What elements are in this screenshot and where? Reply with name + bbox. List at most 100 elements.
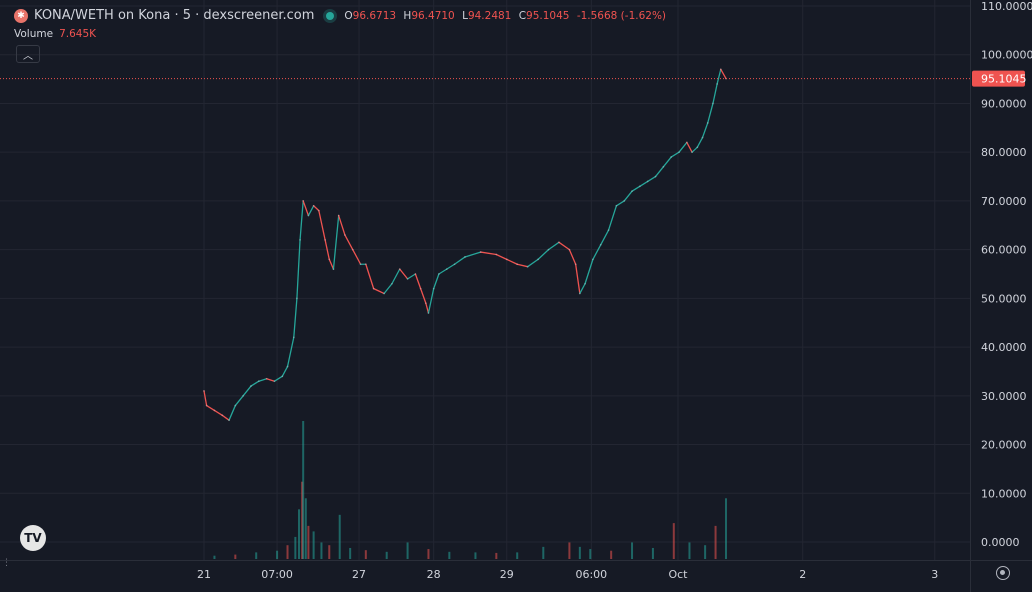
y-tick-label: 30.0000 <box>981 390 1027 403</box>
price-segment <box>250 380 260 387</box>
price-segment <box>691 146 698 153</box>
collapse-legend-button[interactable]: ︿ <box>16 45 40 63</box>
price-segment <box>228 404 236 421</box>
price-point <box>234 404 237 407</box>
price-segment <box>203 390 208 407</box>
price-segment <box>258 378 268 382</box>
price-segment <box>686 141 693 153</box>
open-label: O <box>344 9 353 22</box>
chevron-up-icon: ︿ <box>23 50 33 62</box>
price-segment <box>464 251 482 258</box>
chart-title: KONA/WETH on Kona · 5 · dexscreener.com <box>34 8 315 23</box>
price-segment <box>234 395 244 407</box>
volume-bar <box>725 498 727 559</box>
low-value: 94.2481 <box>467 9 512 22</box>
open-value: 96.6713 <box>352 9 397 22</box>
price-point <box>678 151 680 154</box>
x-tick-label: 28 <box>427 568 441 581</box>
price-segment <box>324 239 330 261</box>
price-point <box>623 200 626 202</box>
price-segment <box>299 200 304 241</box>
price-segment <box>352 248 362 265</box>
price-point <box>505 258 508 261</box>
price-segment <box>372 287 385 295</box>
price-point <box>526 265 529 268</box>
price-point <box>638 185 641 188</box>
price-segment <box>213 409 223 416</box>
y-tick-label: 110.0000 <box>981 0 1032 13</box>
x-tick-label: 07:00 <box>261 568 293 581</box>
price-segment <box>592 244 602 261</box>
volume-bar <box>298 509 301 559</box>
price-segment <box>720 68 727 80</box>
scroll-left-handle-icon[interactable]: ⋮ <box>2 558 11 568</box>
ohlc-readout: O96.6713 H96.4710 L94.2481 C95.1045 -1.5… <box>344 10 670 22</box>
y-tick-label: 50.0000 <box>981 292 1027 305</box>
price-point <box>250 385 252 387</box>
price-point <box>712 102 714 105</box>
tv-logo-text: TV <box>24 531 42 545</box>
price-segment <box>537 248 550 261</box>
price-point <box>242 394 245 397</box>
price-point <box>631 190 633 193</box>
volume-bar <box>294 536 297 559</box>
price-point <box>359 263 362 266</box>
price-segment <box>281 365 289 377</box>
y-tick-label: 40.0000 <box>981 341 1027 354</box>
volume-bar <box>474 552 477 559</box>
price-point <box>406 277 409 280</box>
price-segment <box>302 200 310 217</box>
price-segment <box>391 268 401 285</box>
price-point <box>646 180 649 183</box>
price-segment <box>399 268 409 280</box>
price-point <box>568 248 571 251</box>
close-value: 95.1045 <box>526 9 570 22</box>
price-point <box>607 229 610 232</box>
price-segment <box>662 156 672 168</box>
price-segment <box>273 375 283 382</box>
price-segment <box>701 122 709 139</box>
price-segment <box>453 256 466 265</box>
price-point <box>701 136 704 139</box>
x-tick-label: 2 <box>799 568 806 581</box>
price-point <box>578 292 581 295</box>
current-price-tag <box>972 70 1025 87</box>
price-segment <box>607 205 618 231</box>
tradingview-logo-icon[interactable]: TV <box>20 525 46 551</box>
price-point <box>685 141 688 144</box>
price-point <box>615 204 618 207</box>
high-value: 96.4710 <box>411 9 455 22</box>
price-segment <box>332 214 340 270</box>
settings-gear-icon[interactable] <box>996 566 1010 580</box>
change-value: -1.5668 (-1.62%) <box>576 9 667 22</box>
volume-bar <box>302 421 305 559</box>
price-segment <box>516 263 529 268</box>
x-tick-label: 29 <box>500 568 514 581</box>
volume-bar <box>304 498 307 559</box>
price-segment <box>526 258 539 268</box>
price-segment <box>707 102 714 124</box>
price-point <box>302 200 305 202</box>
price-point <box>432 287 435 290</box>
volume-bar <box>328 545 331 559</box>
price-segment <box>242 385 252 397</box>
price-point <box>332 268 335 271</box>
volume-bar <box>307 525 310 559</box>
price-point <box>670 156 673 158</box>
price-segment <box>639 180 649 187</box>
volume-bar <box>610 550 613 559</box>
price-point <box>296 297 298 300</box>
volume-bar <box>714 525 717 559</box>
price-segment <box>328 258 335 270</box>
price-point <box>654 175 657 178</box>
price-point <box>419 287 422 290</box>
volume-bar <box>301 481 304 559</box>
price-segment <box>631 185 641 192</box>
close-label: C <box>518 9 527 22</box>
price-segment <box>293 297 298 338</box>
high-label: H <box>403 9 412 22</box>
volume-bar <box>651 547 654 559</box>
price-point <box>584 282 586 285</box>
y-tick-label: 10.0000 <box>981 487 1027 500</box>
